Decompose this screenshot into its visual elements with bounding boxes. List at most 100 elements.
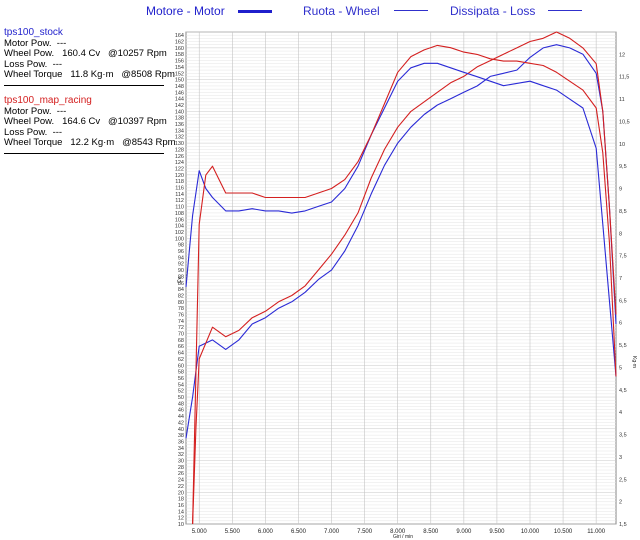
run-racing-loss-pow: Loss Pow. --- (4, 126, 63, 138)
y-tick-label: 66 (178, 344, 184, 350)
series-line-tps100-stock-power (185, 44, 617, 439)
y-tick-label: 70 (178, 332, 184, 338)
x-tick-label: 7.000 (324, 529, 340, 535)
x-tick-label: 9.500 (489, 529, 505, 535)
series-group (185, 31, 617, 525)
y-tick-label: 34 (178, 446, 184, 452)
y-tick-label: 62 (178, 357, 184, 363)
y-tick-label: 152 (175, 71, 184, 77)
x-axis-label: Giri / min (393, 534, 413, 540)
y2-tick-label: 9,5 (619, 164, 627, 170)
series-line-tps100-map-racing-torque (192, 44, 617, 525)
y-tick-label: 116 (175, 186, 184, 192)
y2-tick-label: 5,5 (619, 343, 627, 349)
legend: Motore - Motor Ruota - Wheel Dissipata -… (0, 0, 640, 26)
legend-wheel-label: Ruota - Wheel (303, 4, 380, 18)
run-racing-title: tps100_map_racing (4, 94, 92, 106)
y-tick-label: 36 (178, 439, 184, 445)
y-tick-label: 126 (175, 154, 184, 160)
run-racing-wheel-torque: Wheel Torque 12.2 Kg·m @8543 Rpm (4, 137, 176, 149)
y-tick-label: 94 (178, 255, 184, 261)
x-tick-label: 5.000 (192, 529, 208, 535)
y-tick-label: 104 (175, 224, 184, 230)
y-tick-label: 76 (178, 313, 184, 319)
y-tick-label: 64 (178, 351, 184, 357)
x-ticks: 5.000 5.500 6.000 6.500 7.000 7.500 8.000 8.500… (192, 529, 606, 535)
y-tick-label: 148 (175, 84, 184, 90)
y-tick-label: 108 (175, 211, 184, 217)
y2-tick-label: 7 (619, 276, 622, 282)
run-racing: tps100_map_racing Motor Pow. --- Wheel P… (4, 94, 176, 154)
x-tick-label: 6.000 (258, 529, 274, 535)
grid (186, 31, 616, 525)
y-tick-label: 26 (178, 471, 184, 477)
run-separator (4, 152, 164, 154)
y-tick-label: 128 (175, 147, 184, 153)
y-tick-label: 12 (178, 516, 184, 522)
y-tick-label: 52 (178, 389, 184, 395)
y-tick-label: 164 (175, 33, 184, 39)
y2-tick-label: 9 (619, 187, 622, 193)
y-tick-label: 30 (178, 459, 184, 465)
y-tick-label: 16 (178, 503, 184, 509)
run-summary-panel: tps100_stock Motor Pow. --- Wheel Pow. 1… (4, 27, 176, 164)
y-tick-label: 160 (175, 46, 184, 52)
y-tick-label: 92 (178, 262, 184, 268)
y-tick-label: 60 (178, 363, 184, 369)
y-tick-label: 156 (175, 59, 184, 65)
legend-motor-label: Motore - Motor (146, 4, 225, 18)
y-tick-label: 140 (175, 109, 184, 115)
y-tick-label: 72 (178, 325, 184, 331)
y-tick-label: 86 (178, 281, 184, 287)
y-tick-label: 82 (178, 293, 184, 299)
y2-tick-label: 5 (619, 365, 622, 371)
y-tick-label: 98 (178, 243, 184, 249)
y-tick-label: 40 (178, 427, 184, 433)
run-stock-wheel-torque: Wheel Torque 11.8 Kg·m @8508 Rpm (4, 69, 175, 81)
run-racing-motor-pow: Motor Pow. --- (4, 105, 67, 117)
x-tick-label: 8.000 (390, 529, 406, 535)
y-tick-label: 100 (175, 236, 184, 242)
y-tick-label: 54 (178, 382, 184, 388)
y2-tick-label: 8 (619, 231, 622, 237)
run-stock-wheel-pow: Wheel Pow. 160.4 Cv @10257 Rpm (4, 48, 167, 60)
y-tick-label: 138 (175, 116, 184, 122)
y-tick-label: 18 (178, 497, 184, 503)
y-tick-label: 150 (175, 78, 184, 84)
y2-tick-label: 10 (619, 142, 625, 148)
y-tick-label: 88 (178, 274, 184, 280)
legend-loss-line (548, 10, 582, 11)
plot-frame (185, 31, 617, 525)
legend-loss-label: Dissipata - Loss (450, 4, 536, 18)
run-separator (4, 84, 164, 86)
y-tick-label: 118 (175, 179, 184, 185)
x-tick-label: 5.500 (225, 529, 241, 535)
y-tick-label: 20 (178, 490, 184, 496)
y-tick-label: 50 (178, 395, 184, 401)
legend-wheel-line (394, 10, 428, 11)
series-line-tps100-map-racing-power (192, 31, 617, 525)
y-tick-label: 120 (175, 173, 184, 179)
y-tick-label: 96 (178, 249, 184, 255)
y-tick-label: 158 (175, 52, 184, 58)
y2-tick-label: 4,5 (619, 388, 627, 394)
y-tick-label: 90 (178, 268, 184, 274)
y-tick-label: 132 (175, 135, 184, 141)
y2-tick-label: 11 (619, 97, 625, 103)
x-tick-label: 9.000 (456, 529, 472, 535)
x-tick-label: 7.500 (357, 529, 373, 535)
y-tick-label: 68 (178, 338, 184, 344)
x-tick-label: 10.000 (521, 529, 540, 535)
y2-tick-label: 10,5 (619, 119, 630, 125)
y-tick-label: 124 (175, 160, 184, 166)
y-tick-label: 154 (175, 65, 184, 71)
y2-tick-label: 3,5 (619, 433, 627, 439)
y-tick-label: 48 (178, 401, 184, 407)
y2-tick-label: 4 (619, 410, 622, 416)
y-tick-label: 42 (178, 420, 184, 426)
y-tick-label: 106 (175, 217, 184, 223)
y2-tick-label: 11,5 (619, 75, 629, 81)
x-tick-label: 11.000 (587, 529, 606, 535)
run-stock-motor-pow: Motor Pow. --- (4, 37, 67, 49)
